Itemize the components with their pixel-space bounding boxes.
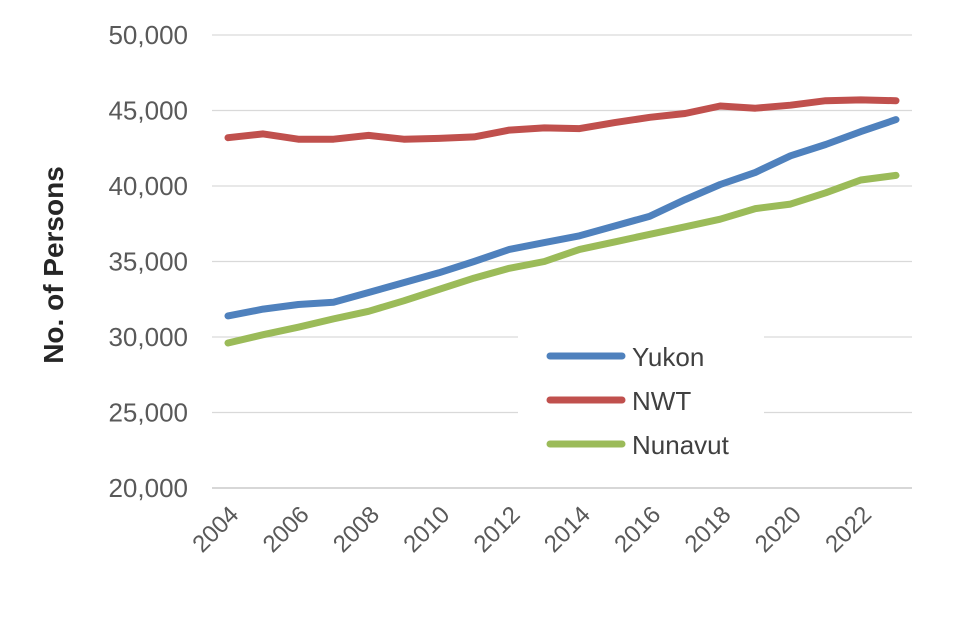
y-tick-label: 20,000 bbox=[108, 473, 188, 503]
series-line-nwt bbox=[224, 96, 900, 143]
y-tick-label: 50,000 bbox=[108, 20, 188, 50]
x-tick-label: 2010 bbox=[398, 501, 455, 558]
y-axis-ticks: 20,000 25,000 30,000 35,000 40,000 45,000 50,0… bbox=[108, 20, 188, 503]
y-tick-label: 25,000 bbox=[108, 398, 188, 428]
x-tick-label: 2012 bbox=[469, 501, 526, 558]
x-tick-label: 2020 bbox=[750, 501, 807, 558]
series-lines bbox=[224, 96, 900, 347]
legend-label-nwt: NWT bbox=[632, 386, 691, 416]
y-tick-label: 45,000 bbox=[108, 96, 188, 126]
legend-label-nunavut: Nunavut bbox=[632, 430, 730, 460]
x-tick-label: 2004 bbox=[187, 501, 244, 558]
y-axis-label: No. of Persons bbox=[38, 166, 69, 364]
legend: Yukon NWT Nunavut bbox=[518, 336, 764, 474]
y-tick-label: 40,000 bbox=[108, 171, 188, 201]
x-tick-label: 2022 bbox=[820, 501, 877, 558]
y-tick-label: 35,000 bbox=[108, 247, 188, 277]
x-tick-label: 2008 bbox=[328, 501, 385, 558]
x-tick-label: 2016 bbox=[609, 501, 666, 558]
y-tick-label: 30,000 bbox=[108, 322, 188, 352]
legend-label-yukon: Yukon bbox=[632, 342, 704, 372]
x-axis-ticks: 2004 2006 2008 2010 2012 2014 2016 2018 2020 2022 bbox=[187, 501, 877, 558]
series-line-yukon bbox=[224, 116, 900, 320]
x-tick-label: 2006 bbox=[258, 501, 315, 558]
x-tick-label: 2014 bbox=[539, 501, 596, 558]
x-tick-label: 2018 bbox=[680, 501, 737, 558]
series-line-nunavut bbox=[224, 171, 900, 347]
